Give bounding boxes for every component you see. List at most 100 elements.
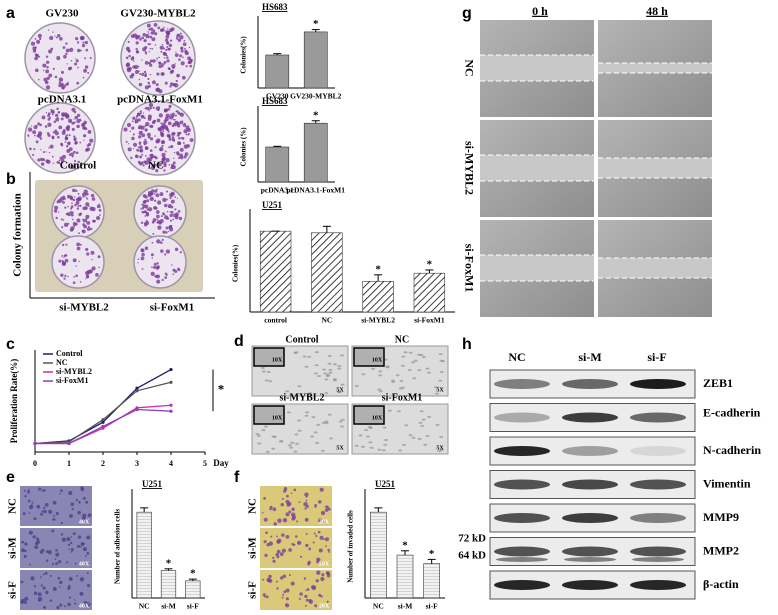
colony — [75, 201, 80, 205]
colony — [142, 200, 147, 204]
colony — [80, 204, 82, 207]
cell — [86, 572, 89, 575]
cell — [315, 441, 320, 444]
cell — [49, 599, 53, 602]
cell — [27, 499, 31, 503]
colony — [167, 230, 170, 233]
colony — [37, 78, 40, 81]
label: 20X — [319, 519, 330, 525]
legend-label: Control — [56, 349, 83, 358]
cell — [265, 531, 268, 535]
colony — [158, 56, 160, 59]
colony — [147, 32, 150, 34]
colony — [148, 61, 151, 65]
cell — [297, 540, 302, 546]
colony — [40, 149, 42, 151]
cell — [328, 369, 333, 372]
line — [35, 404, 172, 445]
colony — [174, 247, 179, 252]
cell — [84, 555, 87, 557]
colony — [161, 278, 164, 282]
colony — [156, 118, 161, 123]
colony — [76, 48, 81, 53]
colony — [39, 37, 42, 41]
colony — [87, 72, 90, 74]
colony — [65, 42, 68, 45]
cell — [59, 580, 63, 585]
cell — [288, 548, 292, 552]
cell — [281, 548, 286, 553]
cell — [77, 535, 82, 539]
cell — [316, 423, 321, 426]
colony — [35, 140, 39, 144]
colony — [58, 211, 60, 213]
bar — [311, 232, 343, 313]
colony — [69, 47, 74, 52]
cell — [79, 591, 84, 596]
colony — [68, 134, 71, 137]
colony — [95, 215, 101, 221]
colony — [62, 261, 66, 266]
colony — [54, 131, 59, 136]
colony — [158, 89, 163, 94]
colony — [68, 66, 73, 70]
cell — [52, 500, 57, 505]
colony — [76, 124, 80, 129]
colony — [160, 122, 163, 125]
colony — [158, 61, 162, 65]
colony — [79, 35, 85, 41]
panel-letter: h — [462, 336, 472, 353]
bar — [370, 511, 387, 599]
colony — [91, 206, 96, 212]
cell — [281, 533, 285, 537]
colony — [153, 119, 157, 123]
colony — [60, 144, 64, 147]
colony — [70, 205, 74, 208]
stain-image — [260, 570, 332, 610]
cell — [304, 604, 307, 607]
colony — [163, 57, 166, 59]
cell — [48, 509, 53, 514]
colony — [168, 104, 172, 108]
colony — [165, 41, 170, 45]
label: MMP2 — [703, 543, 739, 557]
colony — [164, 38, 169, 42]
cell — [70, 536, 73, 538]
cell — [53, 515, 55, 517]
colony — [156, 200, 162, 205]
cell — [395, 374, 400, 377]
cell — [33, 591, 38, 596]
colony — [160, 249, 164, 253]
colony — [98, 208, 102, 212]
colony — [145, 128, 148, 131]
cell — [338, 420, 343, 423]
colony — [158, 64, 162, 69]
colony — [138, 135, 142, 139]
colony — [174, 196, 177, 198]
colony — [151, 241, 154, 244]
colony — [141, 36, 145, 40]
cell — [413, 359, 418, 362]
colony — [91, 266, 96, 271]
colony — [129, 130, 132, 132]
cell — [53, 518, 56, 521]
colony — [96, 204, 101, 209]
cell — [293, 450, 298, 453]
bar — [413, 272, 446, 313]
colony — [83, 189, 88, 194]
colony — [148, 43, 152, 46]
colony — [93, 219, 96, 223]
colony — [76, 41, 80, 44]
label: NC — [462, 59, 476, 76]
colony — [143, 39, 147, 43]
colony — [60, 158, 65, 163]
colony — [174, 215, 179, 220]
colony — [31, 125, 33, 127]
colony — [73, 110, 77, 114]
colony — [61, 243, 65, 247]
colony — [67, 205, 70, 208]
colony — [95, 272, 99, 277]
colony — [144, 246, 149, 250]
cell — [70, 550, 73, 553]
colony — [63, 112, 68, 117]
